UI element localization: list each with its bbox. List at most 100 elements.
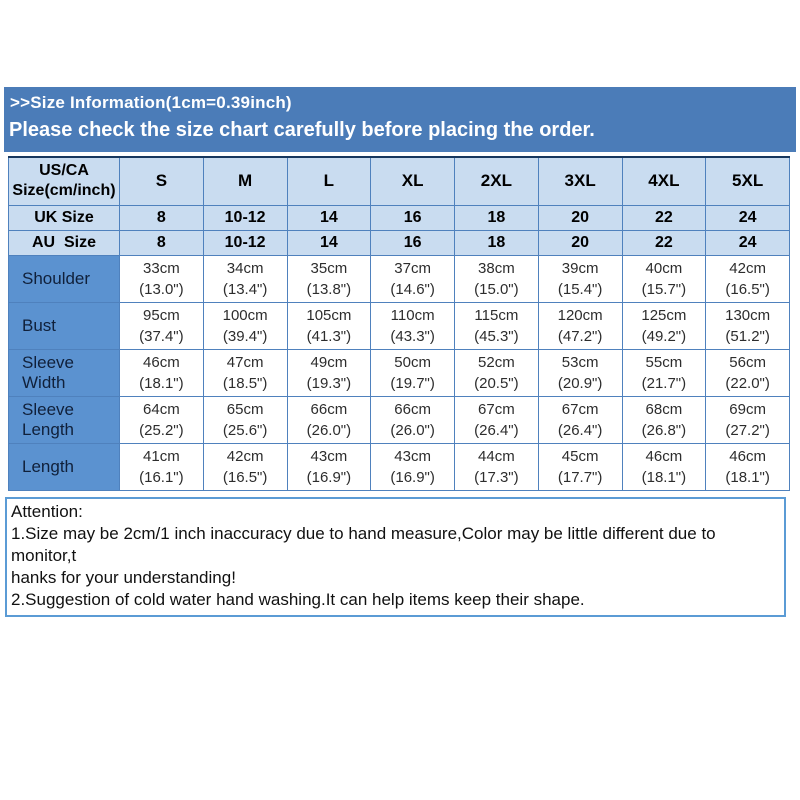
size-cell: 14 (286, 204, 372, 231)
row-label: UK Size (8, 204, 120, 231)
measurement-cell: 55cm (21.7") (621, 348, 707, 397)
measurement-cm: 52cm (478, 353, 515, 371)
measurement-inch: (45.3") (474, 327, 519, 345)
measurement-inch: (13.0") (139, 280, 184, 298)
row-label: AU Size (8, 229, 120, 256)
measurement-cm: 125cm (641, 306, 687, 324)
measurement-inch: (25.6") (222, 421, 268, 439)
measurement-cell: 49cm (19.3") (286, 348, 372, 397)
measurement-inch: (26.0") (306, 421, 352, 439)
measurement-cm: 47cm (226, 353, 264, 371)
measurement-cm: 95cm (143, 306, 180, 324)
measurement-cell: 64cm (25.2") (119, 395, 204, 444)
measurement-cell: 42cm (16.5") (202, 442, 288, 491)
measurement-inch: (16.5") (222, 468, 268, 486)
measurement-row: Length 41cm (16.1") 42cm (16.5") 43cm (16.9") 4… (8, 442, 790, 491)
measurement-cm: 115cm (474, 306, 519, 324)
size-cell: 16 (370, 204, 455, 231)
attention-line: hanks for your understanding! (11, 568, 236, 587)
measurement-cell: 46cm (18.1") (705, 442, 790, 491)
measurement-inch: (13.4") (222, 280, 268, 298)
measurement-cm: 33cm (143, 259, 180, 277)
measurement-cm: 69cm (729, 400, 766, 418)
measurement-inch: (21.7") (641, 374, 687, 392)
measurement-inch: (16.9") (306, 468, 352, 486)
measurement-cm: 53cm (561, 353, 599, 371)
measurement-cell: 46cm (18.1") (621, 442, 707, 491)
measurement-cell: 38cm (15.0") (454, 254, 539, 303)
measurement-cm: 100cm (222, 306, 268, 324)
measurement-inch: (26.4") (557, 421, 603, 439)
measurement-cm: 65cm (226, 400, 264, 418)
measurement-cm: 46cm (143, 353, 180, 371)
measurement-cell: 69cm (27.2") (705, 395, 790, 444)
measurement-cell: 39cm (15.4") (537, 254, 623, 303)
measurement-cm: 43cm (394, 447, 431, 465)
measurement-cm: 55cm (645, 353, 683, 371)
measurement-cell: 41cm (16.1") (119, 442, 204, 491)
measurement-cm: 40cm (645, 259, 683, 277)
measurement-cell: 44cm (17.3") (454, 442, 539, 491)
measurement-cell: 47cm (18.5") (202, 348, 288, 397)
attention-text: 1.Size may be 2cm/1 inch inaccuracy due … (11, 523, 780, 611)
measurement-cm: 46cm (645, 447, 683, 465)
measurement-inch: (18.1") (641, 468, 687, 486)
measurement-cell: 66cm (26.0") (286, 395, 372, 444)
measurement-cell: 110cm (43.3") (370, 301, 455, 350)
measurement-cell: 95cm (37.4") (119, 301, 204, 350)
measurement-inch: (49.2") (641, 327, 687, 345)
measurement-cell: 53cm (20.9") (537, 348, 623, 397)
column-header-5xl: 5XL (705, 156, 790, 206)
measurement-cm: 64cm (143, 400, 180, 418)
measurement-cm: 41cm (143, 447, 180, 465)
size-cell: 8 (119, 204, 204, 231)
measurement-inch: (25.2") (139, 421, 184, 439)
measurement-cm: 34cm (226, 259, 264, 277)
measurement-cell: 67cm (26.4") (537, 395, 623, 444)
row-label: Sleeve Length (8, 395, 120, 444)
column-header-xl: XL (370, 156, 455, 206)
measurement-cm: 42cm (729, 259, 766, 277)
size-cell: 18 (454, 229, 539, 256)
size-cell: 8 (119, 229, 204, 256)
measurement-cell: 67cm (26.4") (454, 395, 539, 444)
measurement-cell: 105cm (41.3") (286, 301, 372, 350)
size-cell: 18 (454, 204, 539, 231)
measurement-cm: 37cm (394, 259, 431, 277)
measurement-cm: 130cm (725, 306, 771, 324)
corner-header-line2: Size(cm/inch) (12, 182, 116, 200)
measurement-cm: 49cm (310, 353, 348, 371)
measurement-inch: (51.2") (725, 327, 770, 345)
size-row: AU Size 8 10-12 14 16 18 20 22 24 (8, 229, 790, 256)
measurement-inch: (19.3") (306, 374, 352, 392)
measurement-cm: 110cm (390, 306, 435, 324)
measurement-cell: 33cm (13.0") (119, 254, 204, 303)
size-row: UK Size 8 10-12 14 16 18 20 22 24 (8, 204, 790, 231)
column-header-2xl: 2XL (454, 156, 539, 206)
measurement-cm: 67cm (561, 400, 599, 418)
measurement-inch: (16.1") (139, 468, 184, 486)
measurement-inch: (13.8") (306, 280, 352, 298)
measurement-inch: (19.7") (390, 374, 435, 392)
measurement-cell: 125cm (49.2") (621, 301, 707, 350)
measurement-cell: 35cm (13.8") (286, 254, 372, 303)
measurement-inch: (26.8") (641, 421, 687, 439)
measurement-cell: 100cm (39.4") (202, 301, 288, 350)
attention-box: Attention: 1.Size may be 2cm/1 inch inac… (5, 497, 786, 617)
measurement-inch: (41.3") (306, 327, 352, 345)
measurement-cm: 50cm (394, 353, 431, 371)
size-cell: 10-12 (202, 229, 288, 256)
row-label: Shoulder (8, 254, 120, 303)
measurement-inch: (39.4") (222, 327, 268, 345)
size-cell: 14 (286, 229, 372, 256)
measurement-inch: (18.1") (725, 468, 770, 486)
measurement-inch: (16.5") (725, 280, 770, 298)
measurement-cell: 115cm (45.3") (454, 301, 539, 350)
measurement-cell: 34cm (13.4") (202, 254, 288, 303)
measurement-inch: (22.0") (725, 374, 770, 392)
table-header-row: US/CA Size(cm/inch) S M L XL 2XL 3XL 4XL 5XL (8, 156, 790, 206)
measurement-inch: (43.3") (390, 327, 435, 345)
measurement-cm: 35cm (310, 259, 348, 277)
measurement-inch: (17.7") (557, 468, 603, 486)
